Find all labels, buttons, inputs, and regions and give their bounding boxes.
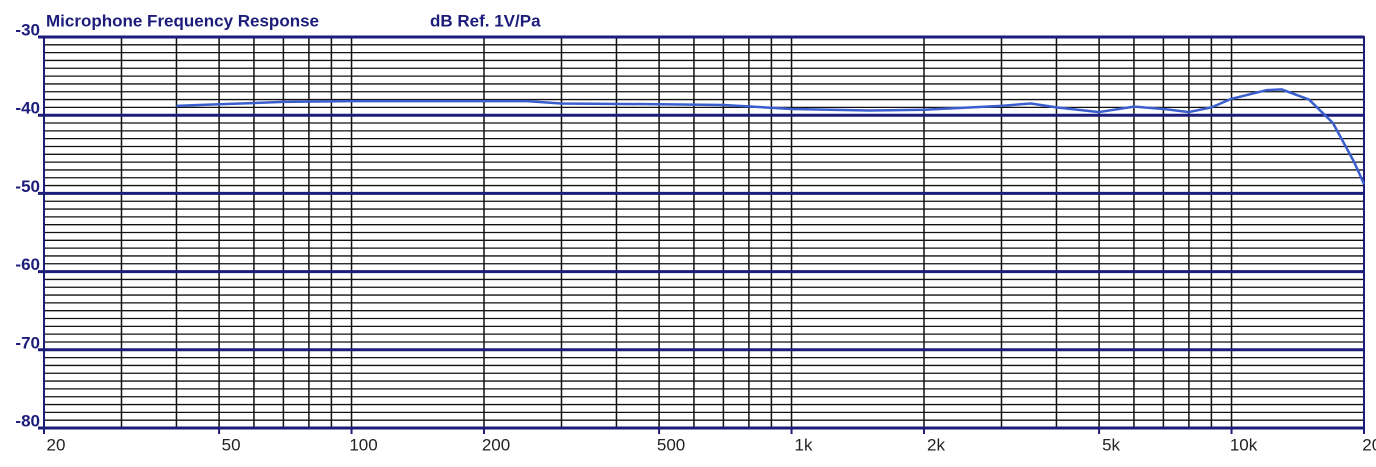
response-line [176, 88, 1366, 185]
y-tick-label: -80 [15, 411, 40, 430]
y-tick-label: -70 [15, 333, 40, 352]
x-tick-label: 1k [795, 435, 813, 454]
x-tick-label: 20k [1362, 435, 1376, 454]
x-tick-label: 20 [47, 435, 66, 454]
x-tick-label: 500 [657, 435, 685, 454]
x-tick-label: 100 [349, 435, 377, 454]
chart-title: Microphone Frequency Response [46, 11, 319, 30]
y-tick-label: -30 [15, 20, 40, 39]
plot-frame [43, 36, 1365, 429]
y-tick-label: -60 [15, 255, 40, 274]
x-tick-label: 200 [482, 435, 510, 454]
x-tick-label: 50 [222, 435, 241, 454]
x-tick-label: 5k [1102, 435, 1120, 454]
y-tick-label: -50 [15, 177, 40, 196]
y-tick-label: -40 [15, 99, 40, 118]
chart-subtitle: dB Ref. 1V/Pa [430, 11, 541, 30]
x-tick-label: 10k [1230, 435, 1258, 454]
x-tick-label: 2k [927, 435, 945, 454]
